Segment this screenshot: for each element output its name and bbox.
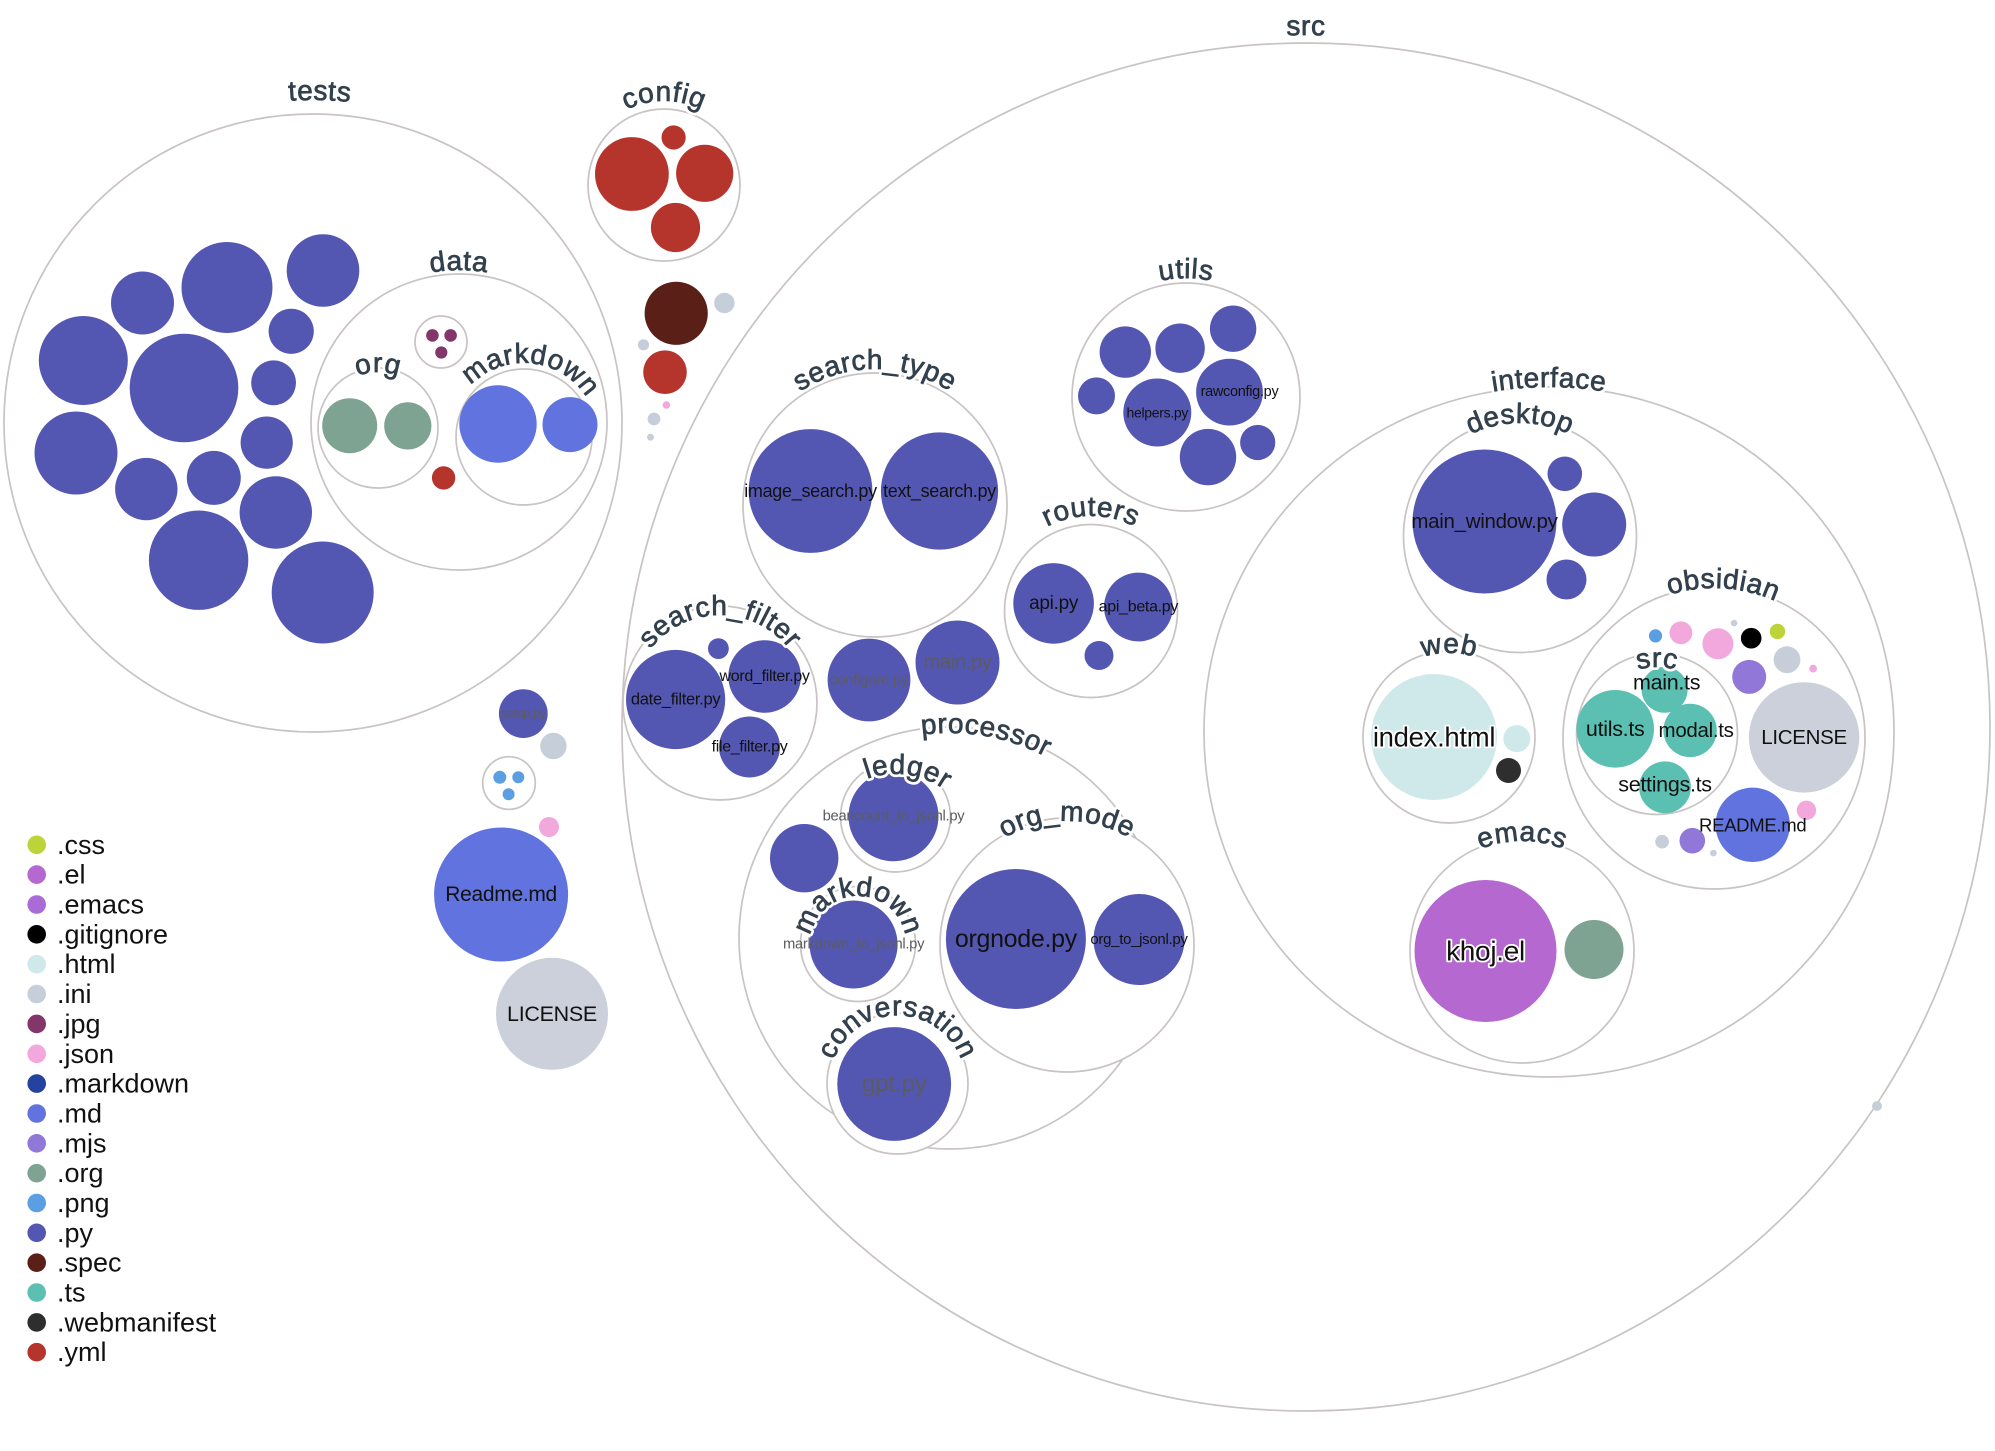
svg-text:README.md: README.md — [1699, 814, 1806, 835]
svg-text:main.ts: main.ts — [1633, 671, 1700, 695]
svg-text:.md: .md — [57, 1099, 102, 1129]
svg-text:data: data — [427, 245, 490, 279]
svg-text:image_search.py: image_search.py — [744, 481, 877, 502]
svg-text:main_window.py: main_window.py — [1411, 510, 1558, 533]
svg-text:.gitignore: .gitignore — [57, 919, 168, 949]
svg-text:.yml: .yml — [57, 1337, 107, 1367]
svg-text:index.html: index.html — [1373, 722, 1495, 753]
svg-text:api.py: api.py — [1029, 593, 1079, 614]
svg-text:.ts: .ts — [57, 1278, 86, 1308]
svg-text:utils: utils — [1156, 253, 1216, 287]
svg-text:beancount_to_jsonl.py: beancount_to_jsonl.py — [823, 808, 966, 824]
svg-text:date_filter.py: date_filter.py — [631, 691, 721, 709]
svg-text:file_filter.py: file_filter.py — [712, 739, 788, 756]
svg-text:text_search.py: text_search.py — [883, 481, 996, 502]
svg-text:web: web — [1417, 628, 1481, 663]
svg-text:main.py: main.py — [924, 652, 992, 674]
svg-text:src: src — [1633, 642, 1681, 675]
svg-text:.json: .json — [57, 1039, 114, 1069]
svg-text:.jpg: .jpg — [57, 1009, 101, 1039]
svg-text:.markdown: .markdown — [57, 1069, 189, 1099]
svg-text:.py: .py — [57, 1218, 94, 1248]
svg-text:org: org — [351, 347, 404, 381]
svg-text:src: src — [1633, 642, 1681, 675]
svg-text:src: src — [1286, 10, 1326, 41]
svg-text:org_to_jsonl.py: org_to_jsonl.py — [1090, 931, 1188, 948]
svg-text:org: org — [351, 347, 404, 381]
svg-text:web: web — [1417, 628, 1481, 663]
svg-text:interface: interface — [1489, 362, 1609, 398]
svg-text:gpt.py: gpt.py — [862, 1071, 928, 1098]
svg-text:settings.ts: settings.ts — [1618, 772, 1712, 796]
svg-text:LICENSE: LICENSE — [1761, 726, 1847, 749]
svg-text:word_filter.py: word_filter.py — [719, 668, 810, 685]
svg-text:.org: .org — [57, 1158, 104, 1188]
svg-text:configure.py: configure.py — [830, 672, 909, 689]
svg-text:.png: .png — [57, 1188, 110, 1218]
svg-text:.mjs: .mjs — [57, 1128, 107, 1158]
svg-text:.html: .html — [57, 949, 116, 979]
svg-text:tests: tests — [287, 75, 353, 108]
svg-text:modal.ts: modal.ts — [1659, 719, 1734, 742]
svg-text:orgnode.py: orgnode.py — [955, 925, 1078, 953]
svg-text:api_beta.py: api_beta.py — [1099, 599, 1179, 616]
svg-text:.css: .css — [57, 830, 105, 860]
svg-text:.spec: .spec — [57, 1248, 122, 1278]
svg-text:Readme.md: Readme.md — [445, 883, 557, 906]
svg-text:utils: utils — [1156, 253, 1216, 287]
svg-text:utils.ts: utils.ts — [1586, 717, 1645, 741]
svg-text:.ini: .ini — [57, 979, 92, 1009]
svg-text:.el: .el — [57, 860, 86, 890]
svg-text:src: src — [1286, 10, 1326, 41]
svg-text:LICENSE: LICENSE — [507, 1002, 597, 1026]
svg-text:tests: tests — [287, 75, 353, 108]
svg-text:setup.py: setup.py — [501, 707, 547, 721]
svg-text:rawconfig.py: rawconfig.py — [1201, 384, 1280, 400]
svg-text:.emacs: .emacs — [57, 890, 144, 920]
svg-text:data: data — [427, 245, 490, 279]
svg-text:khoj.el: khoj.el — [1446, 936, 1525, 967]
svg-text:markdown_to_jsonl.py: markdown_to_jsonl.py — [783, 937, 925, 953]
svg-text:.webmanifest: .webmanifest — [57, 1307, 217, 1337]
svg-text:helpers.py: helpers.py — [1127, 405, 1189, 421]
